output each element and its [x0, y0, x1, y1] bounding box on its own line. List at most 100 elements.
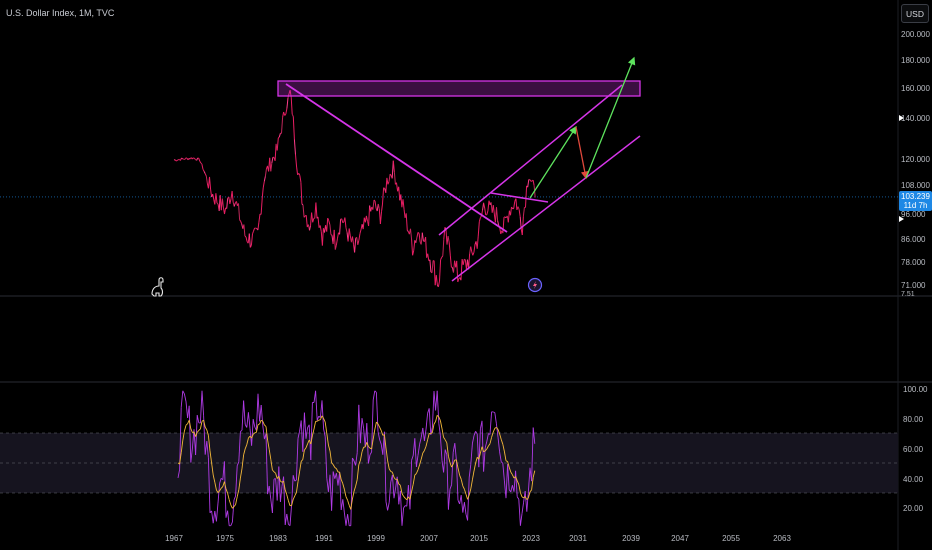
signal-segment — [331, 462, 334, 465]
price-label: 7.51 — [901, 291, 915, 298]
price-series[interactable] — [173, 89, 536, 288]
oscillator-segment — [300, 420, 304, 452]
oscillator-segment — [230, 521, 233, 526]
oscillator-segment — [289, 504, 293, 526]
price-label: 96.000 — [901, 210, 926, 219]
price-segment — [348, 228, 351, 236]
signal-segment — [255, 424, 259, 433]
oscillator-segment — [471, 435, 475, 444]
price-segment — [354, 238, 357, 253]
price-segment — [532, 180, 535, 186]
price-segment — [374, 200, 377, 209]
price-segment — [301, 203, 304, 206]
oscillator-segment — [343, 512, 347, 526]
price-segment — [258, 213, 261, 223]
price-segment — [252, 231, 254, 234]
descending-trendline[interactable] — [285, 83, 508, 233]
projection-arrow-up-2[interactable] — [585, 56, 636, 179]
chart-title: U.S. Dollar Index, 1M, TVC — [6, 8, 115, 18]
oscillator-segment — [350, 457, 353, 526]
oscillator-segment — [247, 412, 251, 429]
oscillator-segment — [183, 393, 187, 402]
price-segment — [427, 253, 430, 261]
signal-segment — [350, 499, 353, 510]
channel-upper-line[interactable] — [438, 84, 623, 236]
signal-segment — [185, 423, 188, 426]
price-segment — [510, 206, 512, 216]
year-label: 1991 — [315, 534, 333, 543]
signal-segment — [427, 433, 430, 440]
signal-segment — [396, 478, 400, 485]
signal-segment — [235, 496, 238, 505]
signal-segment — [287, 500, 291, 506]
signal-segment — [223, 481, 227, 489]
price-segment — [181, 157, 183, 160]
price-segment — [221, 198, 224, 209]
price-segment — [507, 210, 510, 223]
projection-arrow-up-1[interactable] — [529, 125, 577, 199]
price-segment — [286, 97, 289, 109]
oscillator-segment — [204, 441, 208, 455]
oscillator-signal-series[interactable] — [177, 414, 536, 510]
oscillator-segment — [391, 474, 395, 499]
signal-segment — [327, 444, 331, 452]
channel-lower-line[interactable] — [451, 135, 641, 282]
oscillator-segment — [417, 444, 421, 456]
signal-segment — [401, 493, 404, 497]
signal-segment — [198, 428, 201, 431]
oscillator-segment — [363, 428, 366, 447]
price-segment — [392, 160, 395, 173]
price-segment — [203, 171, 206, 174]
price-segment — [238, 203, 241, 220]
signal-segment — [399, 485, 403, 494]
oscillator-segment — [428, 408, 432, 435]
price-segment — [412, 250, 415, 256]
drawings[interactable] — [277, 80, 641, 282]
signal-segment — [494, 427, 497, 429]
price-segment — [442, 239, 445, 256]
price-segment — [352, 236, 354, 245]
price-segment — [406, 230, 409, 232]
price-segment — [296, 166, 299, 175]
price-segment — [326, 218, 329, 232]
price-segment — [462, 259, 465, 265]
price-segment — [449, 255, 452, 268]
price-segment — [393, 172, 396, 185]
price-segment — [250, 233, 253, 246]
signal-segment — [436, 414, 440, 418]
oscillator-segment — [235, 465, 238, 497]
price-segment — [336, 232, 339, 239]
oscillator-segment — [454, 443, 457, 461]
signal-segment — [465, 494, 469, 500]
oscillator-segment — [359, 418, 363, 444]
signal-segment — [183, 425, 187, 432]
signal-segment — [347, 500, 350, 506]
signal-segment — [272, 469, 275, 473]
signal-segment — [415, 469, 419, 474]
signal-segment — [526, 497, 529, 500]
resistance-zone[interactable] — [277, 80, 641, 97]
oscillator-segment — [295, 438, 299, 481]
currency-button[interactable]: USD — [901, 4, 929, 23]
signal-segment — [518, 484, 521, 493]
oscillator-segment — [393, 487, 397, 499]
price-segment — [274, 143, 277, 161]
price-segment — [518, 209, 521, 217]
oscillator-segment — [431, 391, 435, 428]
lightning-icon[interactable] — [527, 277, 543, 293]
signal-segment — [270, 459, 273, 471]
price-segment — [292, 116, 295, 140]
breakout-trendline[interactable] — [490, 192, 549, 203]
signal-segment — [471, 470, 475, 480]
signal-segment — [207, 435, 211, 451]
price-segment — [435, 275, 438, 286]
price-segment — [385, 177, 388, 193]
price-segment — [281, 117, 284, 134]
oscillator-segment — [367, 454, 371, 464]
oscillator-segment — [460, 495, 464, 513]
price-segment — [345, 227, 348, 233]
oscillator-segment — [449, 484, 453, 490]
price-segment — [329, 224, 332, 235]
projection-arrow-down[interactable] — [575, 126, 589, 180]
